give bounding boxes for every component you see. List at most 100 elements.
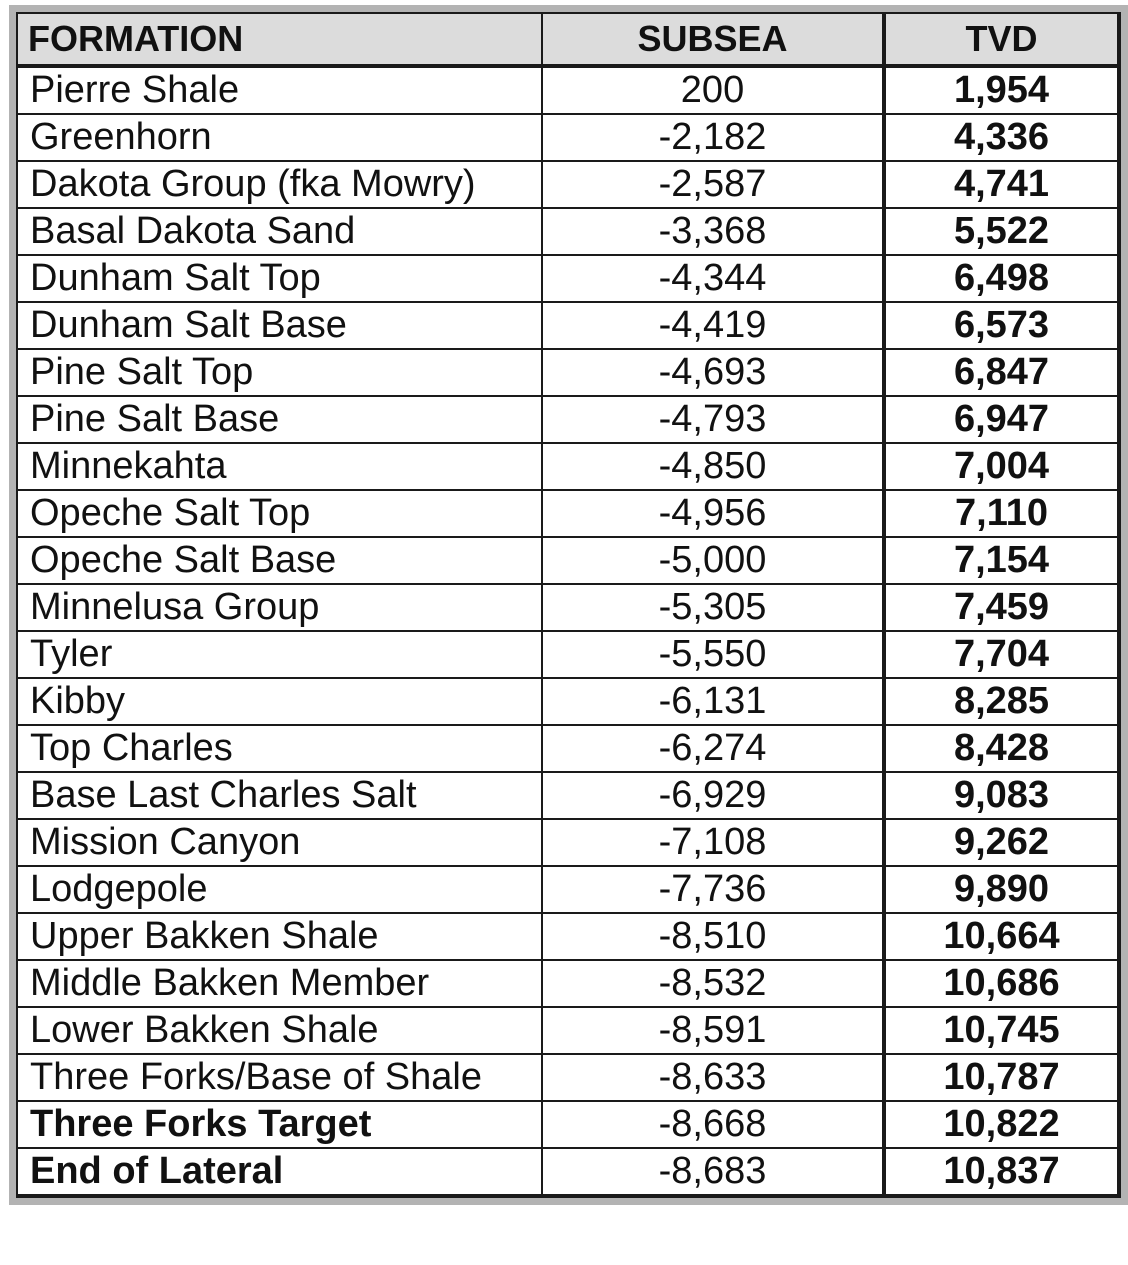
formation-cell: Minnelusa Group [16, 583, 543, 632]
formation-cell: Lower Bakken Shale [16, 1006, 543, 1055]
tvd-cell: 9,890 [882, 865, 1121, 914]
subsea-cell: -8,532 [541, 959, 885, 1008]
tvd-cell: 1,954 [882, 65, 1121, 115]
formation-cell: Pine Salt Top [16, 348, 543, 397]
tvd-cell: 10,837 [882, 1147, 1121, 1198]
tvd-cell: 4,741 [882, 160, 1121, 209]
subsea-cell: -6,274 [541, 724, 885, 773]
formation-cell: Three Forks Target [16, 1100, 543, 1149]
tvd-cell: 5,522 [882, 207, 1121, 256]
subsea-cell: -4,956 [541, 489, 885, 538]
table-row: Upper Bakken Shale -8,510 10,664 [16, 912, 1121, 961]
subsea-cell: -5,000 [541, 536, 885, 585]
subsea-cell: -2,587 [541, 160, 885, 209]
subsea-cell: -8,510 [541, 912, 885, 961]
table-row: Dunham Salt Base -4,419 6,573 [16, 301, 1121, 350]
tvd-cell: 7,004 [882, 442, 1121, 491]
subsea-cell: -8,591 [541, 1006, 885, 1055]
subsea-cell: -8,683 [541, 1147, 885, 1198]
tvd-cell: 8,428 [882, 724, 1121, 773]
formation-cell: Basal Dakota Sand [16, 207, 543, 256]
formation-cell: Minnekahta [16, 442, 543, 491]
formation-cell: Pierre Shale [16, 65, 543, 115]
table-row: Basal Dakota Sand -3,368 5,522 [16, 207, 1121, 256]
subsea-cell: -4,693 [541, 348, 885, 397]
subsea-cell: -7,108 [541, 818, 885, 867]
header-tvd: TVD [882, 12, 1121, 68]
header-row: FORMATION SUBSEA TVD [16, 12, 1121, 68]
subsea-cell: -5,305 [541, 583, 885, 632]
table-row: Dunham Salt Top -4,344 6,498 [16, 254, 1121, 303]
subsea-cell: -5,550 [541, 630, 885, 679]
tvd-cell: 10,787 [882, 1053, 1121, 1102]
tvd-cell: 7,154 [882, 536, 1121, 585]
table-row: Mission Canyon -7,108 9,262 [16, 818, 1121, 867]
table-row: Tyler -5,550 7,704 [16, 630, 1121, 679]
table-row: Lower Bakken Shale -8,591 10,745 [16, 1006, 1121, 1055]
formation-cell: Opeche Salt Base [16, 536, 543, 585]
table-row: Lodgepole -7,736 9,890 [16, 865, 1121, 914]
table-row: Three Forks Target -8,668 10,822 [16, 1100, 1121, 1149]
tvd-cell: 6,573 [882, 301, 1121, 350]
tvd-cell: 7,459 [882, 583, 1121, 632]
formation-cell: Pine Salt Base [16, 395, 543, 444]
table-row: Dakota Group (fka Mowry) -2,587 4,741 [16, 160, 1121, 209]
tvd-cell: 6,847 [882, 348, 1121, 397]
table-row: Base Last Charles Salt -6,929 9,083 [16, 771, 1121, 820]
formation-cell: Dunham Salt Base [16, 301, 543, 350]
subsea-cell: -4,344 [541, 254, 885, 303]
table-body: Pierre Shale 200 1,954 Greenhorn -2,182 4,336… [16, 65, 1121, 1198]
formation-cell: Lodgepole [16, 865, 543, 914]
subsea-cell: -4,419 [541, 301, 885, 350]
subsea-cell: -7,736 [541, 865, 885, 914]
formation-cell: Tyler [16, 630, 543, 679]
subsea-cell: -4,850 [541, 442, 885, 491]
subsea-cell: -3,368 [541, 207, 885, 256]
table-row: Pine Salt Base -4,793 6,947 [16, 395, 1121, 444]
table-row: Middle Bakken Member -8,532 10,686 [16, 959, 1121, 1008]
formation-cell: End of Lateral [16, 1147, 543, 1198]
table-row: Minnekahta -4,850 7,004 [16, 442, 1121, 491]
header-subsea: SUBSEA [541, 12, 885, 68]
table-row: Minnelusa Group -5,305 7,459 [16, 583, 1121, 632]
tvd-cell: 10,664 [882, 912, 1121, 961]
table-row: Top Charles -6,274 8,428 [16, 724, 1121, 773]
formation-cell: Top Charles [16, 724, 543, 773]
header-formation: FORMATION [16, 12, 543, 68]
formation-cell: Mission Canyon [16, 818, 543, 867]
formation-cell: Dakota Group (fka Mowry) [16, 160, 543, 209]
subsea-cell: 200 [541, 65, 885, 115]
subsea-cell: -6,929 [541, 771, 885, 820]
tvd-cell: 10,822 [882, 1100, 1121, 1149]
tvd-cell: 7,110 [882, 489, 1121, 538]
subsea-cell: -8,633 [541, 1053, 885, 1102]
tvd-cell: 9,083 [882, 771, 1121, 820]
subsea-cell: -6,131 [541, 677, 885, 726]
formation-cell: Upper Bakken Shale [16, 912, 543, 961]
formation-cell: Base Last Charles Salt [16, 771, 543, 820]
table-row: Kibby -6,131 8,285 [16, 677, 1121, 726]
subsea-cell: -2,182 [541, 113, 885, 162]
formation-cell: Middle Bakken Member [16, 959, 543, 1008]
tvd-cell: 10,745 [882, 1006, 1121, 1055]
table-row: End of Lateral -8,683 10,837 [16, 1147, 1121, 1198]
tvd-cell: 9,262 [882, 818, 1121, 867]
tvd-cell: 6,947 [882, 395, 1121, 444]
formation-cell: Opeche Salt Top [16, 489, 543, 538]
table-row: Pierre Shale 200 1,954 [16, 65, 1121, 115]
formation-cell: Dunham Salt Top [16, 254, 543, 303]
table-row: Three Forks/Base of Shale -8,633 10,787 [16, 1053, 1121, 1102]
tvd-cell: 8,285 [882, 677, 1121, 726]
subsea-cell: -8,668 [541, 1100, 885, 1149]
subsea-cell: -4,793 [541, 395, 885, 444]
tvd-cell: 7,704 [882, 630, 1121, 679]
table-row: Greenhorn -2,182 4,336 [16, 113, 1121, 162]
formation-cell: Kibby [16, 677, 543, 726]
table-row: Opeche Salt Base -5,000 7,154 [16, 536, 1121, 585]
formation-cell: Three Forks/Base of Shale [16, 1053, 543, 1102]
tvd-cell: 10,686 [882, 959, 1121, 1008]
table-row: Pine Salt Top -4,693 6,847 [16, 348, 1121, 397]
formation-tops-table: FORMATION SUBSEA TVD Pierre Shale 200 1,95… [9, 5, 1128, 1205]
table-row: Opeche Salt Top -4,956 7,110 [16, 489, 1121, 538]
formation-cell: Greenhorn [16, 113, 543, 162]
